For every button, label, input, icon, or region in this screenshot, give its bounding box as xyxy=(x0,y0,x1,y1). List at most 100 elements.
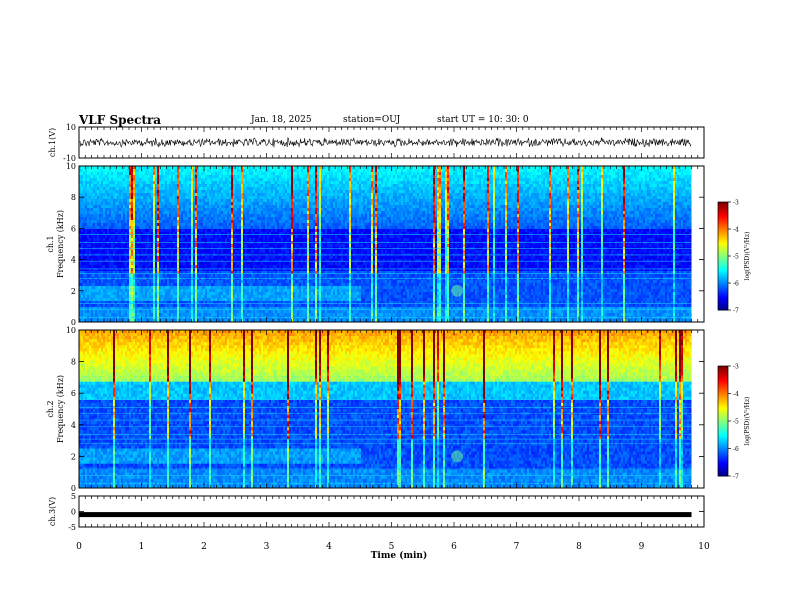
spectrogram-cell xyxy=(231,301,233,304)
spectrogram-cell xyxy=(241,286,243,289)
spectrogram-cell xyxy=(155,208,157,211)
spectrogram-cell xyxy=(177,196,179,199)
spectrogram-cell xyxy=(105,229,107,232)
spectrogram-cell xyxy=(115,229,117,232)
spectrogram-cell xyxy=(261,259,263,262)
spectrogram-cell xyxy=(233,175,235,178)
spectrogram-cell xyxy=(179,190,181,193)
spectrogram-cell xyxy=(107,196,109,199)
spectrogram-cell xyxy=(113,313,115,316)
spectrogram-cell xyxy=(219,238,221,241)
spectrogram-cell xyxy=(183,211,185,214)
spectrogram-cell xyxy=(137,229,139,232)
spectrogram-cell xyxy=(195,181,197,184)
spectrogram-cell xyxy=(123,295,125,298)
spectrogram-cell xyxy=(199,301,201,304)
spectrogram-cell xyxy=(91,190,93,193)
spectrogram-cell xyxy=(163,169,165,172)
spectrogram-cell xyxy=(185,274,187,277)
spectrogram-cell xyxy=(135,298,137,301)
spectrogram-cell xyxy=(151,304,153,307)
spectrogram-cell xyxy=(103,217,105,220)
spectrogram-cell xyxy=(103,223,105,226)
spectrogram-cell xyxy=(205,280,207,283)
spectrogram-cell xyxy=(219,178,221,181)
spectrogram-cell xyxy=(101,205,103,208)
spectrogram-cell xyxy=(213,262,215,265)
spectrogram-cell xyxy=(165,304,167,307)
spectrogram-cell xyxy=(135,178,137,181)
spectrogram-cell xyxy=(157,193,159,196)
spectrogram-cell xyxy=(177,220,179,223)
spectrogram-cell xyxy=(151,280,153,283)
spectrogram-cell xyxy=(157,178,159,181)
spectrogram-cell xyxy=(239,280,241,283)
spectrogram-cell xyxy=(181,250,183,253)
spectrogram-cell xyxy=(183,289,185,292)
spectrogram-cell xyxy=(99,292,101,295)
spectrogram-cell xyxy=(81,274,83,277)
spectrogram-cell xyxy=(185,265,187,268)
spectrogram-cell xyxy=(189,223,191,226)
spectrogram-cell xyxy=(157,244,159,247)
spectrogram-cell xyxy=(243,286,245,289)
spectrogram-cell xyxy=(101,289,103,292)
spectrogram-cell xyxy=(149,178,151,181)
spectrogram-cell xyxy=(117,226,119,229)
spectrogram-cell xyxy=(81,220,83,223)
spectrogram-cell xyxy=(151,184,153,187)
spectrogram-cell xyxy=(101,304,103,307)
spectrogram-cell xyxy=(217,295,219,298)
spectrogram-cell xyxy=(235,187,237,190)
spectrogram-cell xyxy=(91,310,93,313)
spectrogram-cell xyxy=(245,313,247,316)
spectrogram-cell xyxy=(201,277,203,280)
spectrogram-cell xyxy=(235,286,237,289)
spectrogram-cell xyxy=(103,169,105,172)
spectrogram-cell xyxy=(151,286,153,289)
spectrogram-cell xyxy=(83,265,85,268)
spectrogram-cell xyxy=(107,208,109,211)
spectrogram-cell xyxy=(201,238,203,241)
spectrogram-cell xyxy=(127,292,129,295)
spectrogram-cell xyxy=(169,289,171,292)
spectrogram-cell xyxy=(251,256,253,259)
spectrogram-cell xyxy=(257,208,259,211)
spectrogram-cell xyxy=(215,313,217,316)
spectrogram-cell xyxy=(225,202,227,205)
spectrogram-cell xyxy=(233,229,235,232)
spectrogram-cell xyxy=(119,214,121,217)
spectrogram-cell xyxy=(89,262,91,265)
spectrogram-cell xyxy=(217,265,219,268)
spectrogram-cell xyxy=(235,298,237,301)
spectrogram-cell xyxy=(165,301,167,304)
spectrogram-cell xyxy=(139,244,141,247)
spectrogram-cell xyxy=(183,229,185,232)
spectrogram-cell xyxy=(163,208,165,211)
spectrogram-cell xyxy=(129,259,131,262)
spectrogram-cell xyxy=(199,226,201,229)
spectrogram-cell xyxy=(259,256,261,259)
spectrogram-cell xyxy=(235,229,237,232)
spectrogram-cell xyxy=(189,286,191,289)
spectrogram-cell xyxy=(225,223,227,226)
spectrogram-cell xyxy=(147,265,149,268)
spectrogram-cell xyxy=(97,268,99,271)
spectrogram-cell xyxy=(223,292,225,295)
spectrogram-cell xyxy=(147,187,149,190)
spectrogram-cell xyxy=(249,184,251,187)
spectrogram-cell xyxy=(251,268,253,271)
spectrogram-cell xyxy=(81,316,83,319)
spectrogram-cell xyxy=(169,265,171,268)
spectrogram-cell xyxy=(201,304,203,307)
spectrogram-cell xyxy=(87,211,89,214)
spectrogram-cell xyxy=(193,196,195,199)
spectrogram-cell xyxy=(199,205,201,208)
spectrogram-cell xyxy=(219,205,221,208)
spectrogram-cell xyxy=(183,223,185,226)
spectrogram-cell xyxy=(129,256,131,259)
spectrogram-cell xyxy=(81,292,83,295)
spectrogram-cell xyxy=(173,223,175,226)
spectrogram-cell xyxy=(215,238,217,241)
spectrogram-cell xyxy=(141,265,143,268)
